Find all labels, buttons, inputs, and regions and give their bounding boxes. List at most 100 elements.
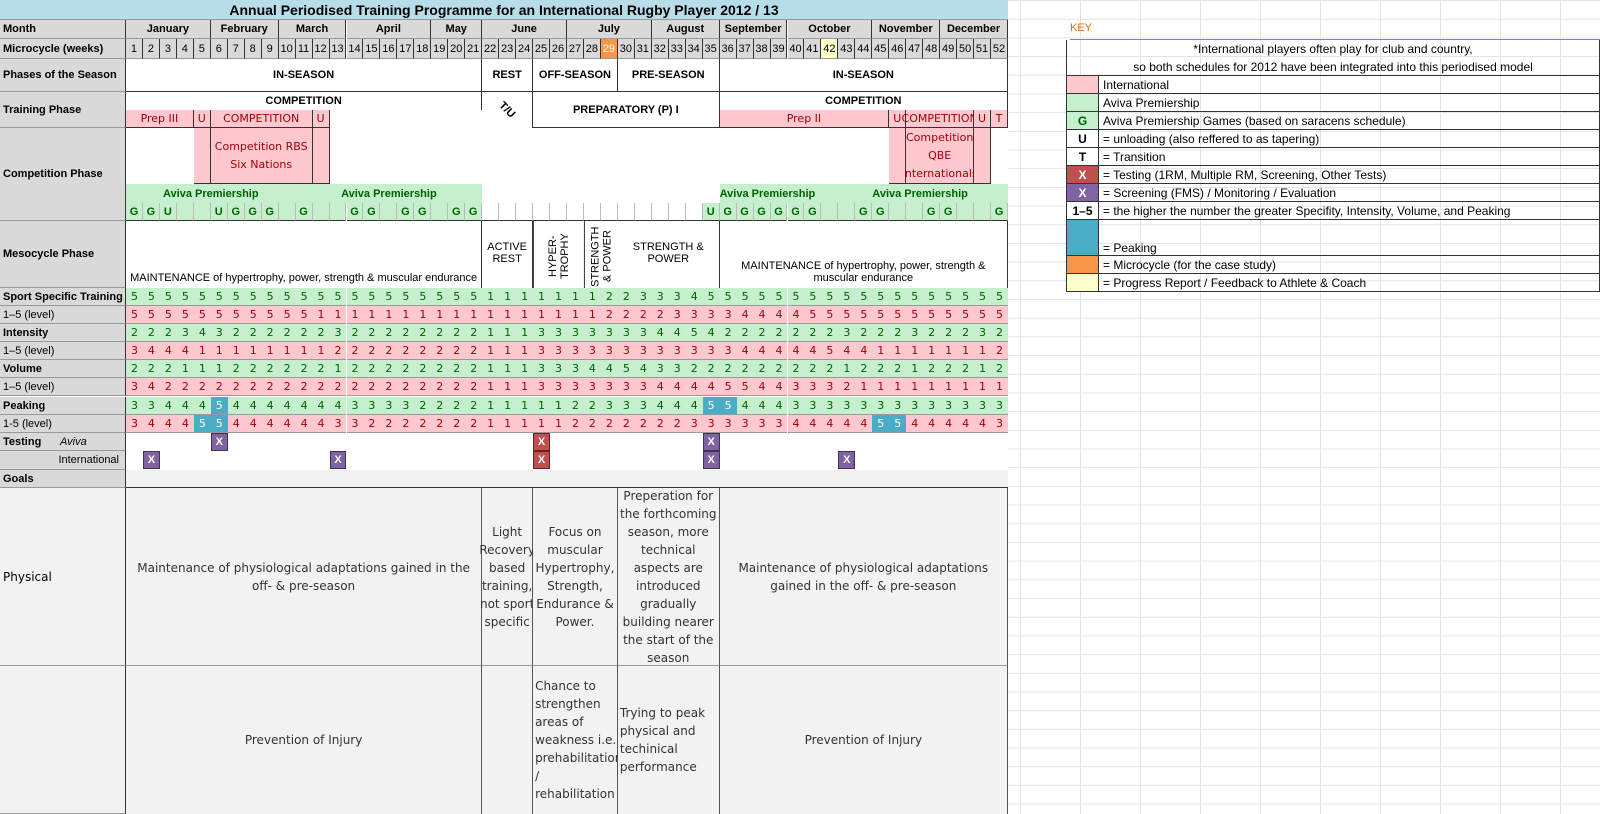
intensity-cell: 2 [397, 324, 415, 342]
volume_level-cell: 3 [126, 378, 143, 396]
volume_level-cell: 1 [499, 378, 517, 396]
volume-cell: 2 [295, 360, 313, 378]
peaking_level-cell: 3 [702, 415, 720, 433]
sport-cell: 5 [821, 288, 839, 306]
peaking_level-cell: 4 [821, 415, 839, 433]
sport-cell: 2 [617, 288, 635, 306]
volume-cell: 1 [499, 360, 517, 378]
volume_level-cell: 1 [889, 378, 907, 396]
peaking_level-cell: 2 [363, 415, 381, 433]
aviva-game-cell [567, 203, 584, 221]
row-label: Intensity [0, 324, 126, 342]
intensity-cell: 2 [889, 324, 907, 342]
peaking-cell: 2 [567, 397, 584, 415]
intensity-cell: 2 [431, 324, 449, 342]
key-item: 1–5 = the higher the number the greater … [1066, 202, 1600, 220]
goal-injury: Prevention of Injury [126, 666, 483, 814]
peaking-cell: 4 [176, 397, 194, 415]
week-14: 14 [346, 39, 364, 59]
week-23: 23 [499, 39, 517, 59]
peaking-cell: 4 [295, 397, 313, 415]
row-label: International [0, 451, 126, 470]
aviva-game-cell [193, 203, 211, 221]
peaking-cell: 3 [974, 397, 992, 415]
volume-cell: 1 [906, 360, 924, 378]
volume-cell: 2 [770, 360, 788, 378]
volume-cell: 2 [142, 360, 160, 378]
volume_level-cell: 1 [957, 378, 975, 396]
volume_level-cell: 1 [906, 378, 924, 396]
season-phase: PRE-SEASON [617, 59, 720, 92]
week-36: 36 [719, 39, 737, 59]
volume-cell: 3 [533, 360, 551, 378]
peaking-cell: 1 [499, 397, 517, 415]
sport_level-cell: 5 [923, 306, 941, 324]
week-3: 3 [159, 39, 177, 59]
peaking_level-cell: 2 [651, 415, 669, 433]
intensity_level-cell: 1 [923, 342, 941, 360]
intensity-cell: 2 [278, 324, 296, 342]
intensity-cell: 3 [600, 324, 618, 342]
week-26: 26 [550, 39, 567, 59]
row-label: 1-5 (level) [0, 415, 126, 433]
intensity-cell: 2 [923, 324, 941, 342]
intensity-cell: 4 [702, 324, 720, 342]
peaking_level-cell: 4 [940, 415, 958, 433]
week-12: 12 [312, 39, 330, 59]
volume_level-cell: 4 [753, 378, 771, 396]
peaking_level-cell: 1 [482, 415, 500, 433]
volume-cell: 4 [634, 360, 652, 378]
volume_level-cell: 1 [940, 378, 958, 396]
week-37: 37 [736, 39, 754, 59]
intensity-cell: 2 [346, 324, 364, 342]
sport-cell: 5 [329, 288, 347, 306]
intensity_level-cell: 4 [159, 342, 177, 360]
volume_level-cell: 2 [363, 378, 381, 396]
week-48: 48 [923, 39, 941, 59]
sport_level-cell: 1 [448, 306, 466, 324]
intensity-cell: 3 [176, 324, 194, 342]
sport_level-cell: 1 [312, 306, 330, 324]
sport-cell: 4 [685, 288, 703, 306]
key-item: X = Testing (1RM, Multiple RM, Screening… [1066, 166, 1600, 184]
key-swatch: X [1067, 184, 1099, 201]
volume_level-cell: 4 [142, 378, 160, 396]
sport-cell: 5 [719, 288, 737, 306]
intensity_level-cell: 1 [957, 342, 975, 360]
sport_level-cell: 1 [482, 306, 500, 324]
sport_level-cell: 5 [210, 306, 228, 324]
international-phase: T [991, 110, 1008, 128]
intensity-cell: 3 [583, 324, 601, 342]
row-label: Microcycle (weeks) [0, 39, 126, 59]
month-header-april: April [346, 20, 432, 39]
volume_level-cell: 3 [583, 378, 601, 396]
intensity-cell: 5 [685, 324, 703, 342]
week-11: 11 [295, 39, 313, 59]
volume_level-cell: 2 [448, 378, 466, 396]
aviva-game-cell: G [465, 203, 483, 221]
aviva-game-cell [380, 203, 398, 221]
intensity-cell: 2 [855, 324, 873, 342]
volume-cell: 2 [126, 360, 143, 378]
test-mark-screening: X [702, 433, 720, 451]
aviva-game-cell: G [923, 203, 941, 221]
volume_level-cell: 2 [295, 378, 313, 396]
sheet-title: Annual Periodised Training Programme for… [0, 0, 1008, 20]
peaking_level-cell: 3 [126, 415, 143, 433]
intensity_level-cell: 2 [465, 342, 483, 360]
peaking_level-cell: 3 [770, 415, 788, 433]
volume-cell: 2 [702, 360, 720, 378]
key-note: *International players often play for cl… [1066, 40, 1600, 76]
peaking-cell: 2 [583, 397, 601, 415]
sport-cell: 1 [583, 288, 601, 306]
peaking_level-cell: 4 [957, 415, 975, 433]
aviva-game-cell: G [736, 203, 754, 221]
week-30: 30 [617, 39, 635, 59]
peaking_level-cell: 3 [719, 415, 737, 433]
sport_level-cell: 5 [974, 306, 992, 324]
sport_level-cell: 5 [872, 306, 890, 324]
international-phase: COMPETITION [210, 110, 313, 128]
sport_level-cell: 5 [227, 306, 245, 324]
peaking-cell: 3 [906, 397, 924, 415]
peaking_level-cell: 4 [906, 415, 924, 433]
